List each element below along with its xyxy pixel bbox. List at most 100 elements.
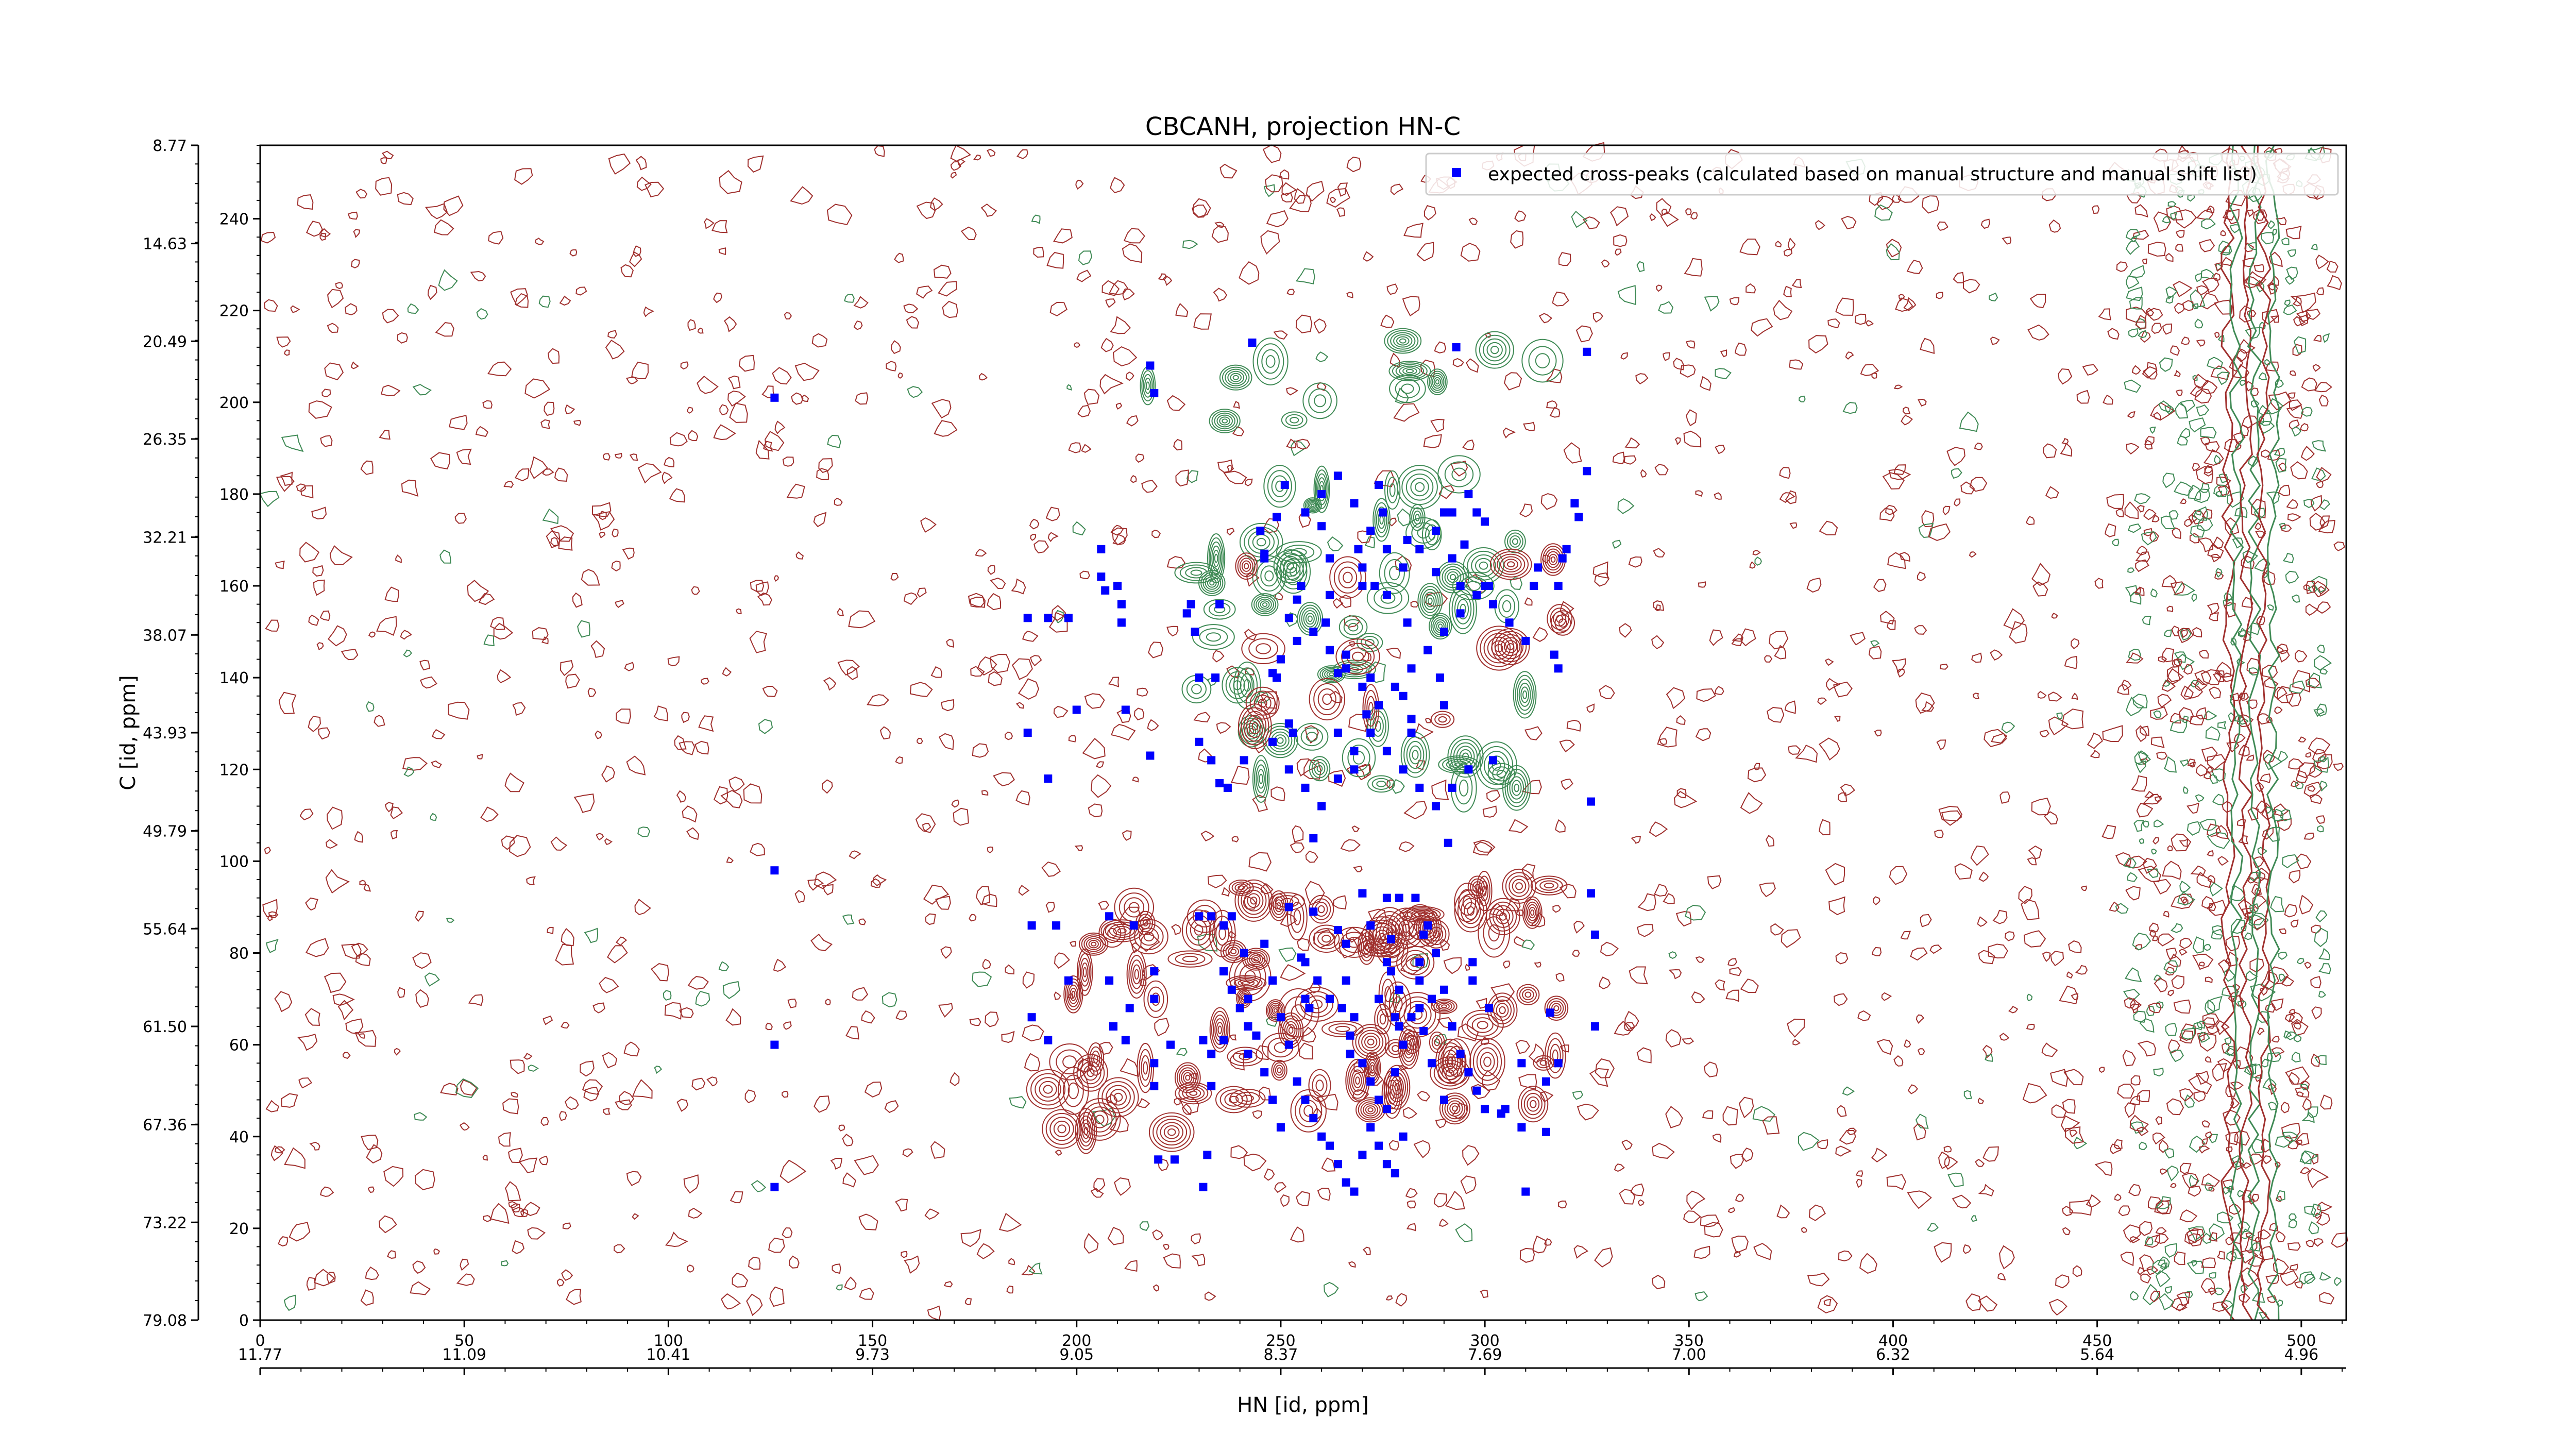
contour-line	[2164, 1243, 2177, 1258]
contour-line	[2311, 924, 2321, 934]
contour-line	[1089, 1046, 1103, 1072]
contour-line	[1357, 530, 1372, 544]
contour-line	[2308, 1221, 2319, 1235]
contour-line	[789, 1255, 800, 1269]
contour-line	[2189, 1135, 2206, 1153]
contour-line	[1362, 939, 1371, 955]
contour-line	[2153, 1067, 2164, 1077]
contour-line	[1209, 409, 1241, 433]
contour-line	[1394, 1083, 1400, 1092]
contour-line	[459, 1122, 470, 1131]
cross-peak-marker	[1423, 646, 1432, 654]
contour-line	[987, 565, 996, 575]
cross-peak-marker	[1333, 669, 1342, 678]
cross-peak-marker	[1570, 499, 1579, 508]
contour-line	[1138, 914, 1154, 933]
contour-line	[784, 312, 792, 320]
cross-peak-marker	[1326, 646, 1334, 654]
contour-line	[1392, 1079, 1402, 1095]
contour-line	[299, 542, 320, 563]
contour-line	[1779, 467, 1791, 479]
contour-line	[1415, 482, 1425, 492]
cross-peak-marker	[1399, 691, 1408, 700]
contour-line	[1205, 576, 1219, 590]
contour-line	[1281, 411, 1308, 429]
contour-line	[2253, 559, 2270, 572]
contour-line	[2242, 1190, 2251, 1203]
contour-line	[755, 440, 770, 460]
contour-line	[2311, 1203, 2321, 1218]
contour-line	[1410, 478, 1429, 497]
cross-peak-marker	[1064, 614, 1073, 622]
contour-line	[663, 990, 672, 1001]
contour-line	[1239, 558, 1253, 575]
contour-line	[1175, 1082, 1212, 1105]
contour-line	[616, 936, 628, 946]
contour-line	[625, 377, 638, 384]
contour-line	[1548, 553, 1558, 566]
contour-line	[2258, 372, 2267, 381]
contour-line	[1419, 586, 1441, 616]
contour-line	[623, 1041, 640, 1057]
contour-line	[1283, 559, 1298, 573]
contour-line	[1390, 183, 1404, 196]
secondary-x-tick-label: 9.73	[855, 1346, 890, 1364]
contour-line	[1207, 874, 1227, 889]
contour-line	[1270, 786, 1285, 802]
contour-line	[2172, 659, 2181, 668]
cross-peak-marker	[1386, 967, 1395, 976]
contour-line	[1328, 770, 1346, 787]
cross-peak-marker	[1293, 595, 1301, 604]
contour-line	[2201, 218, 2216, 230]
contour-line	[1547, 998, 1566, 1019]
contour-line	[2270, 315, 2279, 323]
contour-line	[1592, 312, 1603, 323]
contour-line	[1517, 679, 1533, 711]
contour-line	[2090, 750, 2100, 758]
contour-line	[498, 1132, 511, 1147]
contour-line	[1560, 1044, 1569, 1053]
contour-line	[1187, 899, 1223, 933]
contour-line	[1409, 745, 1421, 765]
secondary-y-tick-label: 20.49	[143, 333, 187, 351]
cross-peak-marker	[1342, 1178, 1350, 1187]
contour-line	[1886, 239, 1902, 258]
contour-line	[2074, 1137, 2088, 1150]
contour-line	[2102, 725, 2123, 743]
contour-line	[720, 789, 743, 808]
contour-line	[1751, 318, 1773, 337]
contour-line	[1395, 555, 1412, 571]
contour-line	[765, 1022, 773, 1031]
contour-line	[2165, 948, 2177, 960]
cross-peak-marker	[1415, 783, 1424, 792]
contour-line	[1999, 791, 2010, 804]
contour-line	[1921, 510, 1935, 528]
contour-line	[2199, 650, 2209, 659]
contour-line	[2261, 449, 2271, 458]
contour-line	[1045, 902, 1055, 913]
contour-line	[1285, 414, 1303, 426]
contour-line	[1594, 572, 1610, 587]
contour-line	[478, 593, 495, 605]
cross-peak-marker	[1583, 467, 1591, 476]
contour-line	[1442, 1038, 1471, 1085]
cross-peak-marker	[1023, 729, 1032, 737]
contour-line	[355, 189, 368, 199]
contour-line	[1287, 894, 1308, 941]
contour-line	[2256, 616, 2265, 626]
contour-line	[1162, 275, 1173, 286]
contour-line	[1505, 872, 1533, 901]
cross-peak-marker	[1542, 1077, 1550, 1086]
cross-peak-marker	[1583, 347, 1591, 356]
contour-line	[1047, 532, 1059, 543]
contour-line	[1552, 291, 1569, 307]
contour-line	[2179, 1088, 2194, 1102]
contour-line	[529, 456, 548, 479]
contour-line	[270, 1145, 284, 1161]
contour-line	[1544, 883, 1554, 889]
contour-line	[1498, 595, 1516, 618]
contour-line	[2062, 1099, 2076, 1114]
cross-peak-marker	[1333, 471, 1342, 480]
contour-line	[1348, 622, 1359, 632]
contour-line	[368, 631, 376, 638]
